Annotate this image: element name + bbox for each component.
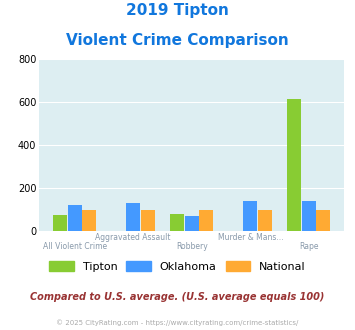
Bar [82,210,96,231]
Text: Aggravated Assault: Aggravated Assault [95,233,171,242]
Bar [67,205,82,231]
Bar [126,203,140,231]
Bar [316,210,331,231]
Text: © 2025 CityRating.com - https://www.cityrating.com/crime-statistics/: © 2025 CityRating.com - https://www.city… [56,319,299,326]
Bar [141,210,155,231]
Bar [185,215,199,231]
Text: All Violent Crime: All Violent Crime [43,242,106,250]
Text: Robbery: Robbery [176,242,208,250]
Text: Violent Crime Comparison: Violent Crime Comparison [66,33,289,48]
Text: Rape: Rape [299,242,318,250]
Bar [243,201,257,231]
Bar [258,210,272,231]
Bar [287,99,301,231]
Bar [170,214,184,231]
Text: Compared to U.S. average. (U.S. average equals 100): Compared to U.S. average. (U.S. average … [30,292,325,302]
Text: 2019 Tipton: 2019 Tipton [126,3,229,18]
Bar [302,201,316,231]
Text: Murder & Mans...: Murder & Mans... [218,233,283,242]
Legend: Tipton, Oklahoma, National: Tipton, Oklahoma, National [45,256,310,276]
Bar [199,210,213,231]
Bar [53,215,67,231]
